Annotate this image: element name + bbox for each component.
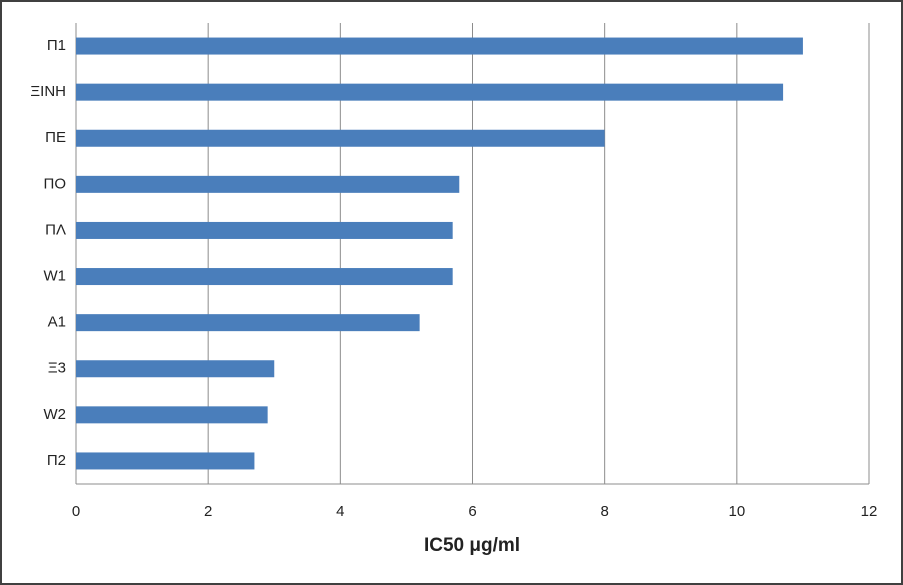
bar bbox=[76, 360, 275, 378]
y-tick-label: ΞΙΝΗ bbox=[30, 83, 66, 100]
y-tick-label: ΠΕ bbox=[45, 129, 66, 146]
x-tick-label: 10 bbox=[728, 503, 745, 520]
bar bbox=[76, 83, 784, 101]
bar bbox=[76, 129, 605, 147]
bar bbox=[76, 314, 420, 332]
y-tick-label: Π2 bbox=[47, 452, 66, 469]
x-tick-label: 12 bbox=[861, 503, 878, 520]
y-tick-label: ΠΟ bbox=[44, 175, 67, 192]
bar bbox=[76, 406, 268, 424]
bar bbox=[76, 175, 460, 193]
y-tick-label: W1 bbox=[44, 268, 67, 285]
y-tick-label: W2 bbox=[44, 406, 67, 423]
x-tick-label: 8 bbox=[600, 503, 608, 520]
bar bbox=[76, 452, 255, 470]
x-tick-label: 6 bbox=[468, 503, 476, 520]
bar bbox=[76, 221, 453, 239]
y-tick-label: A1 bbox=[48, 314, 66, 331]
x-axis-label: IC50 μg/ml bbox=[424, 535, 520, 556]
x-tick-label: 0 bbox=[72, 503, 80, 520]
bar bbox=[76, 37, 803, 55]
y-tick-label: Ξ3 bbox=[48, 360, 66, 377]
y-tick-label: ΠΛ bbox=[45, 221, 66, 238]
x-tick-label: 4 bbox=[336, 503, 344, 520]
y-tick-label: Π1 bbox=[47, 37, 66, 54]
x-tick-label: 2 bbox=[204, 503, 212, 520]
bar bbox=[76, 268, 453, 286]
